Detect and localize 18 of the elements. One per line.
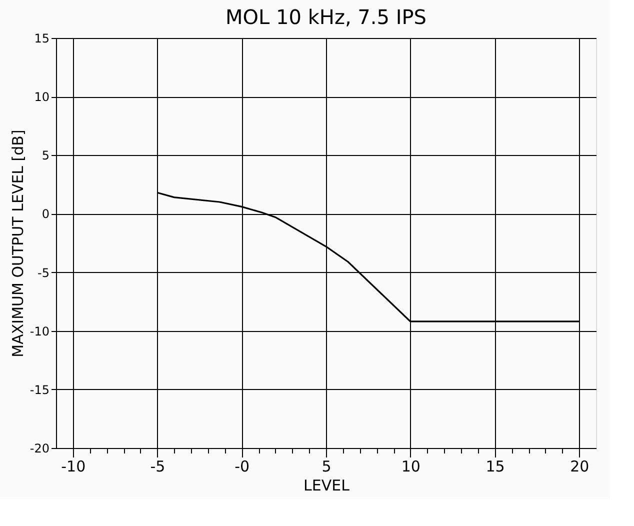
- x-tick-label: -0: [234, 458, 250, 476]
- y-tick-label: 15: [34, 32, 50, 46]
- y-tick-label: -20: [30, 442, 50, 456]
- y-tick-label: 5: [42, 148, 50, 163]
- x-tick-label: -5: [150, 458, 166, 476]
- y-tick-label: -10: [30, 324, 50, 338]
- y-tick-label: 10: [34, 90, 50, 104]
- x-axis-title: LEVEL: [304, 476, 350, 494]
- x-tick-label: 10: [401, 458, 420, 476]
- x-tick-label: 5: [322, 458, 332, 476]
- y-tick-label: 0: [42, 207, 50, 222]
- y-axis-title: MAXIMUM OUTPUT LEVEL [dB]: [8, 130, 27, 358]
- y-tick-label: -5: [38, 266, 50, 280]
- x-tick-label: 20: [570, 458, 590, 476]
- y-tick-label: -15: [30, 382, 50, 397]
- x-tick-label: -10: [61, 458, 86, 476]
- x-tick-label: 15: [486, 458, 505, 476]
- chart-title: MOL 10 kHz, 7.5 IPS: [226, 5, 426, 29]
